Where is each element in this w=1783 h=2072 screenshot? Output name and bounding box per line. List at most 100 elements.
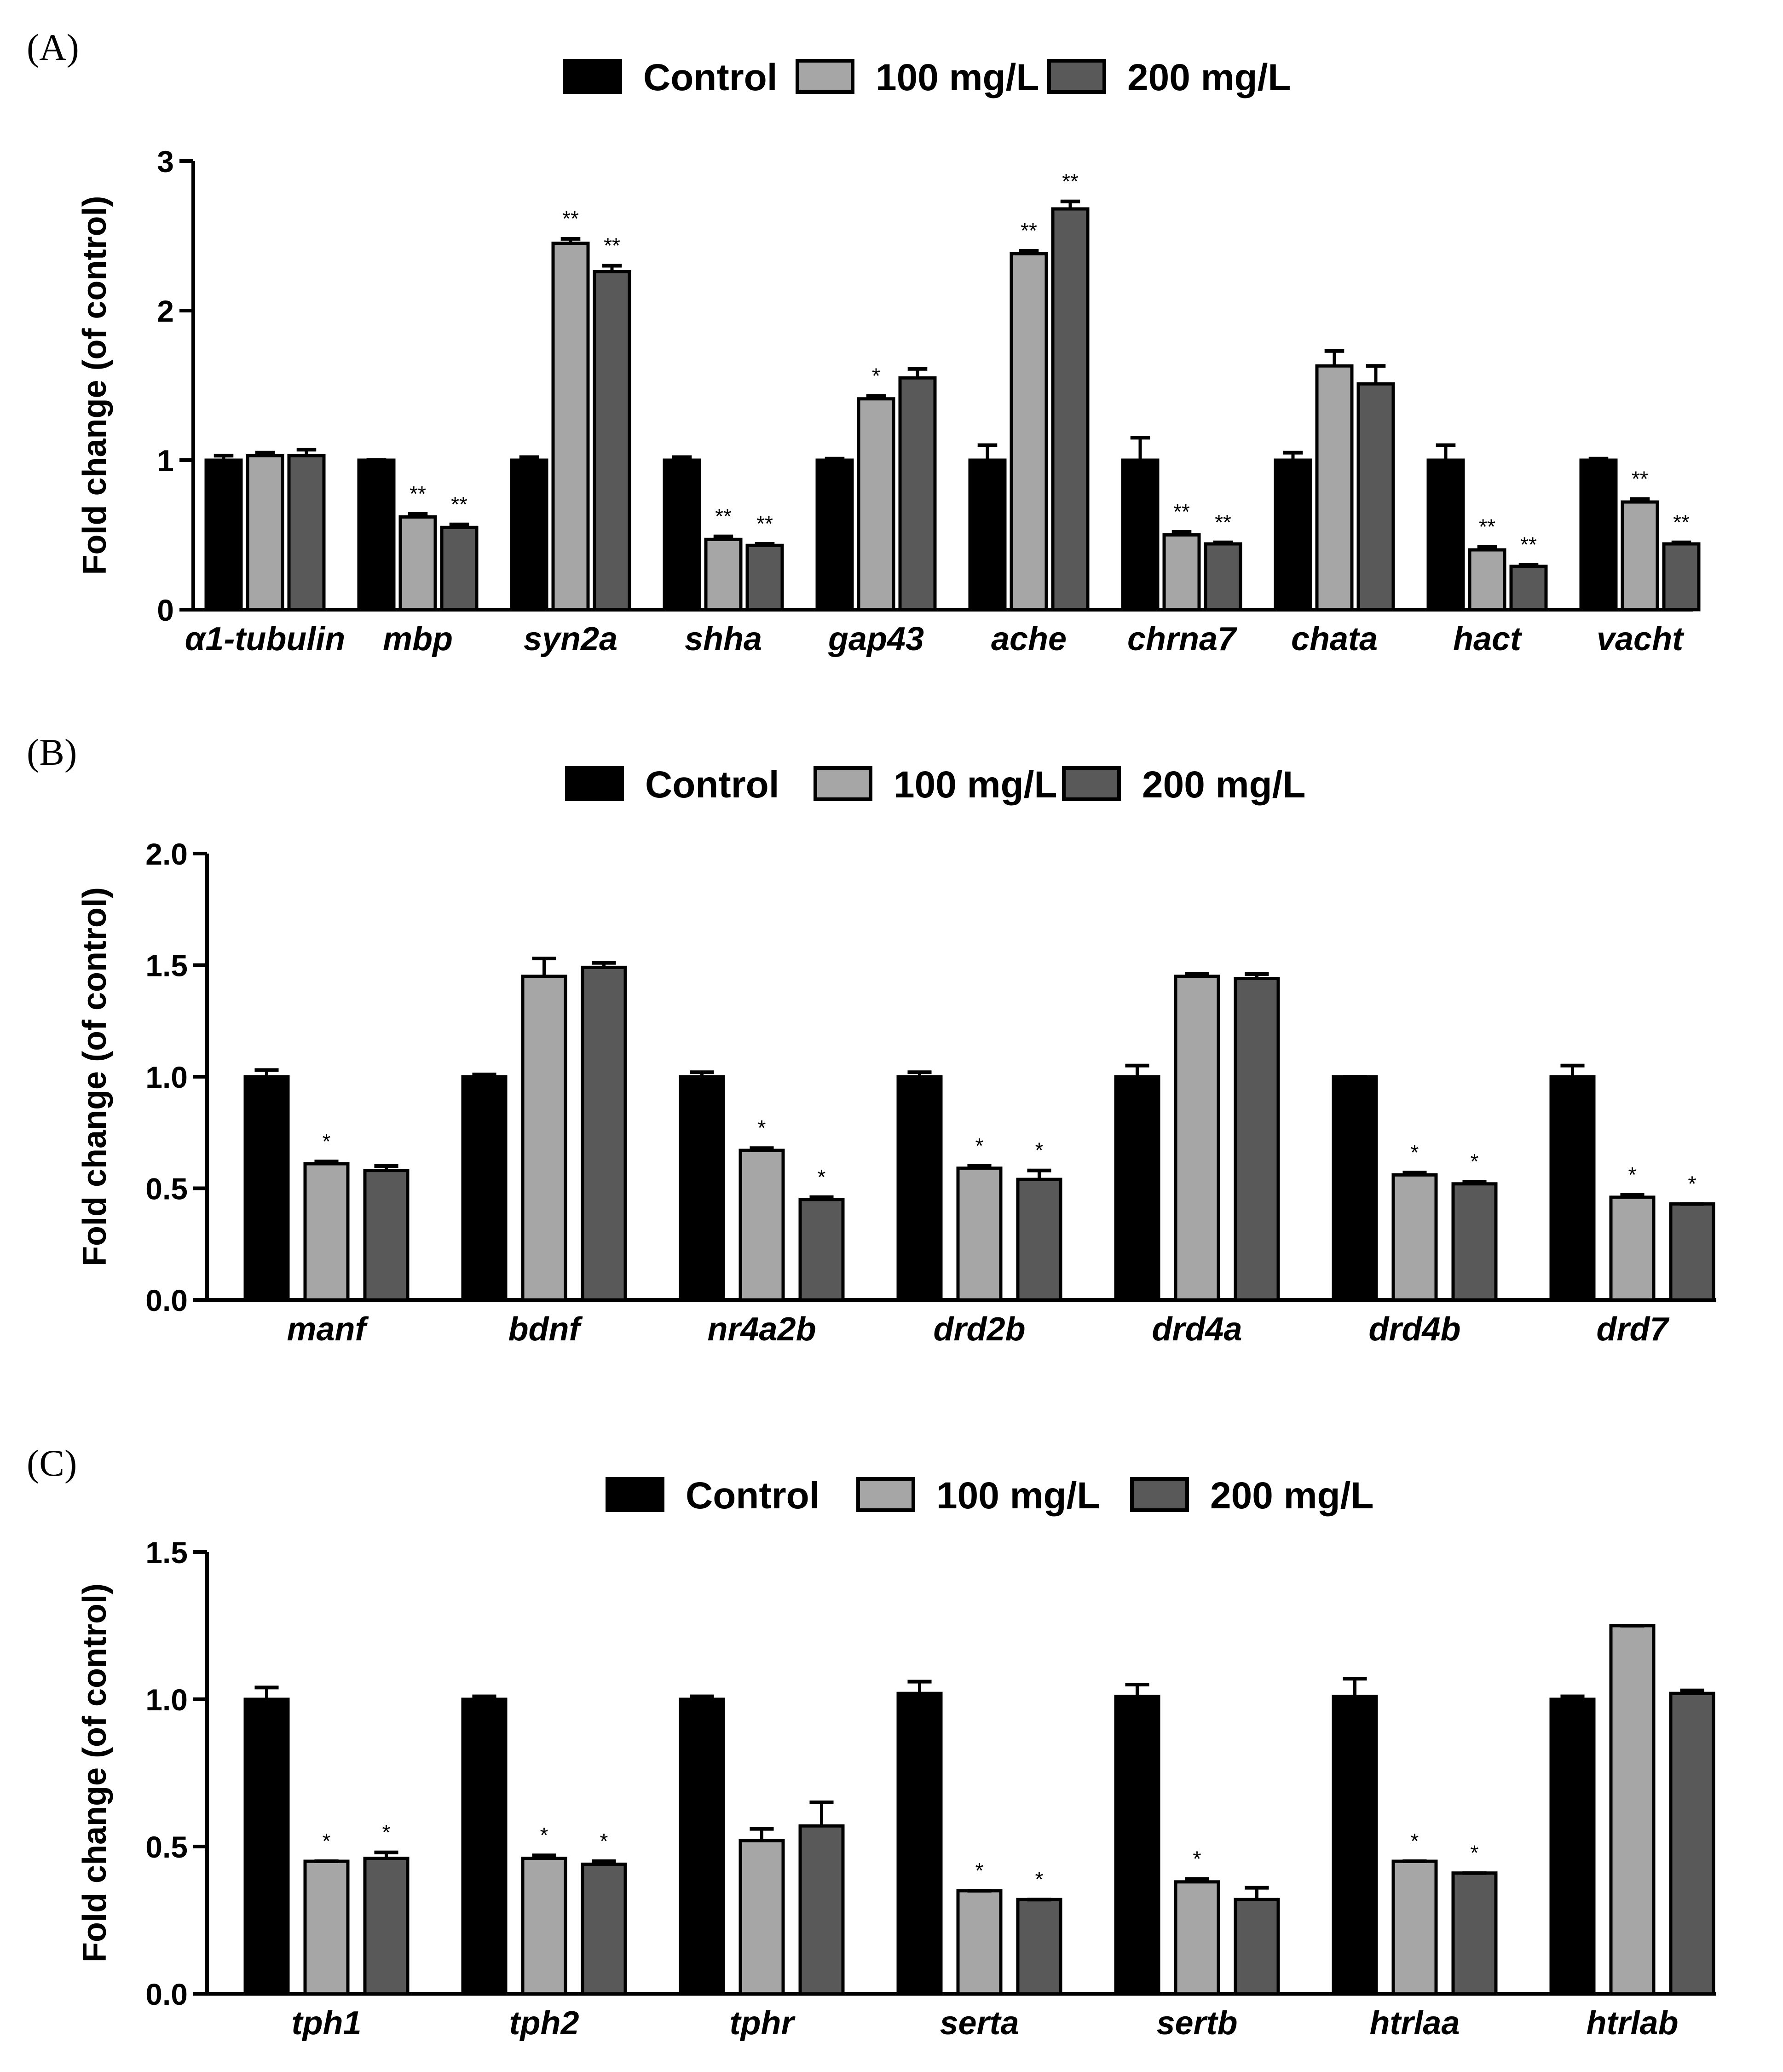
bar-3 <box>1051 207 1090 612</box>
significance-marker: * <box>540 1823 548 1847</box>
bar-1 <box>461 1697 508 1996</box>
significance-marker: * <box>1688 1172 1696 1195</box>
bar-3 <box>798 1198 845 1302</box>
significance-marker: ** <box>715 504 732 528</box>
bar-3 <box>1204 542 1242 612</box>
bar-3 <box>1234 1898 1280 1996</box>
bar-2 <box>398 515 437 612</box>
bar-1 <box>1121 458 1160 612</box>
bar-1 <box>357 458 396 612</box>
bar-1 <box>896 1075 943 1302</box>
significance-marker: * <box>975 1134 984 1158</box>
bar-1 <box>896 1691 943 1996</box>
panel-label: (C) <box>27 1442 77 1484</box>
x-category-label: drd4b <box>1368 1311 1460 1348</box>
legend-swatch-1 <box>563 59 622 94</box>
significance-marker: ** <box>1062 169 1079 193</box>
x-category-label: vacht <box>1597 621 1685 658</box>
y-tick-label: 0.5 <box>145 1172 188 1206</box>
significance-marker: * <box>323 1829 331 1853</box>
significance-marker: ** <box>1215 510 1231 534</box>
legend-label-1: Control <box>643 57 777 98</box>
significance-marker: * <box>323 1129 331 1153</box>
bar-1 <box>968 458 1007 612</box>
bar-3 <box>1662 542 1701 612</box>
bar-1 <box>204 458 243 612</box>
legend-label-2: 100 mg/L <box>876 57 1039 98</box>
bar-2 <box>303 1162 350 1302</box>
y-tick-label: 1.5 <box>145 949 188 983</box>
bar-3 <box>581 965 627 1302</box>
bar-2 <box>1010 252 1048 612</box>
legend-label-1: Control <box>645 764 779 806</box>
legend-swatch-1 <box>565 766 624 801</box>
bar-2 <box>704 537 743 612</box>
significance-marker: ** <box>410 482 426 506</box>
bar-2 <box>739 1839 785 1996</box>
significance-marker: * <box>1471 1149 1479 1173</box>
x-category-label: drd2b <box>933 1311 1025 1348</box>
bar-1 <box>1549 1697 1596 1996</box>
y-tick-label: 1 <box>157 444 174 478</box>
bar-2 <box>1174 1880 1220 1996</box>
significance-marker: * <box>975 1858 984 1882</box>
bar-1 <box>679 1697 725 1996</box>
x-category-label: tph2 <box>509 2005 579 2042</box>
y-axis-label: Fold change (of control) <box>76 887 113 1266</box>
panel-label: (B) <box>27 731 77 773</box>
bar-2 <box>1391 1173 1438 1302</box>
bar-3 <box>581 1862 627 1996</box>
bar-3 <box>1669 1202 1715 1302</box>
significance-marker: ** <box>1520 533 1537 557</box>
x-category-label: tph1 <box>292 2005 362 2042</box>
x-category-label: mbp <box>383 621 453 658</box>
x-category-label: manf <box>287 1311 369 1348</box>
x-category-label: drd4a <box>1152 1311 1242 1348</box>
x-category-label: drd7 <box>1596 1311 1669 1348</box>
y-tick-label: 2 <box>157 294 174 328</box>
bar-3 <box>1016 1177 1062 1302</box>
x-category-label: syn2a <box>524 621 617 658</box>
bar-3 <box>363 1857 410 1996</box>
legend-label-2: 100 mg/L <box>936 1475 1100 1517</box>
legend-swatch-2 <box>856 1477 915 1512</box>
bar-2 <box>1609 1195 1656 1302</box>
bar-1 <box>1332 1695 1378 1996</box>
bar-3 <box>1356 382 1395 612</box>
x-category-label: nr4a2b <box>707 1311 816 1348</box>
legend-label-2: 100 mg/L <box>894 764 1057 806</box>
significance-marker: * <box>1471 1841 1479 1865</box>
bar-1 <box>461 1075 508 1302</box>
significance-marker: * <box>1411 1829 1419 1853</box>
significance-marker: * <box>1035 1138 1044 1162</box>
bar-3 <box>1451 1182 1498 1302</box>
bar-1 <box>679 1075 725 1302</box>
x-category-label: chata <box>1291 621 1378 658</box>
significance-marker: ** <box>562 207 579 231</box>
legend-swatch-2 <box>796 59 854 94</box>
legend-swatch-3 <box>1047 59 1106 94</box>
y-tick-label: 1.5 <box>145 1535 188 1570</box>
bar-2 <box>1162 533 1201 612</box>
y-tick-label: 3 <box>157 144 174 179</box>
legend-swatch-2 <box>814 766 872 801</box>
y-axis-label: Fold change (of control) <box>76 196 113 575</box>
significance-marker: ** <box>1479 515 1495 539</box>
significance-marker: * <box>1035 1867 1044 1891</box>
bar-2 <box>857 397 895 612</box>
panel-label: (A) <box>27 26 79 68</box>
y-tick-label: 0.0 <box>145 1283 188 1317</box>
significance-marker: * <box>600 1829 608 1853</box>
x-category-label: bdnf <box>508 1311 583 1348</box>
bar-1 <box>510 458 548 612</box>
legend: Control 100 mg/L 200 mg/L <box>606 1475 1373 1517</box>
legend-swatch-1 <box>606 1477 664 1512</box>
bar-2 <box>1315 364 1354 612</box>
x-category-label: serta <box>940 2005 1019 2042</box>
bar-2 <box>739 1149 785 1302</box>
bar-3 <box>745 543 784 612</box>
bar-1 <box>243 1075 290 1302</box>
bar-2 <box>1609 1624 1656 1996</box>
significance-marker: ** <box>756 512 773 536</box>
